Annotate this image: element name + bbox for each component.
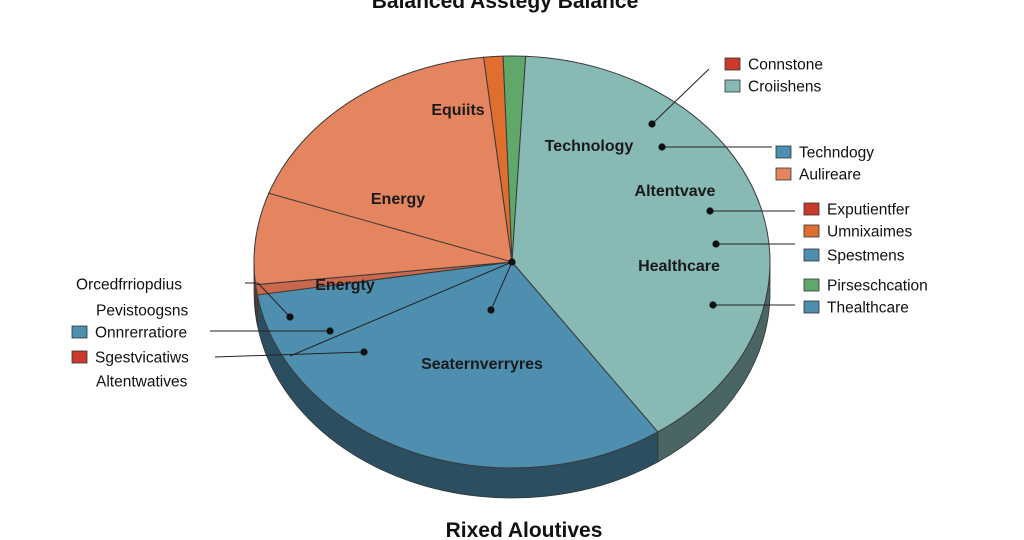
slice-labels: Equiits Technology Energy Altentvave Energty… <box>315 102 720 373</box>
slice-label-3: Altentvave <box>635 183 716 200</box>
chart-title: Balanced Asstegy Balance <box>372 0 639 13</box>
pie-slice-4 <box>253 56 513 286</box>
legend-label-right-2: Techndogy <box>799 145 874 162</box>
leader-line-5 <box>490 261 513 311</box>
legend-label-right-6: Spestmens <box>827 248 905 265</box>
leader-line-8 <box>214 351 365 358</box>
leader-line-0 <box>651 68 710 125</box>
legend-swatch-right-8 <box>803 300 820 314</box>
legend-left: Orcedfrriopdius Pevistoogsns Onnrerratiore… <box>71 277 189 391</box>
legend-label-left-2: Onnrerratiore <box>95 325 187 342</box>
slice-label-4: Energty <box>315 277 375 294</box>
legend-label-left-4: Altentwatives <box>96 374 188 391</box>
leader-dot-0 <box>648 120 656 128</box>
legend-label-right-0: Connstone <box>748 57 823 74</box>
legend-swatch-right-7 <box>803 278 820 292</box>
pie-slice-5 <box>483 55 513 263</box>
legend-label-right-4: Exputientfer <box>827 202 910 219</box>
leader-dot-6 <box>286 313 294 321</box>
leader-dot-5 <box>487 306 495 314</box>
legend-swatch-right-5 <box>803 224 820 238</box>
legend-swatch-right-2 <box>775 145 792 159</box>
leader-dot-1 <box>658 143 666 151</box>
slice-label-0: Equiits <box>431 102 484 119</box>
leader-dot-8 <box>360 348 368 356</box>
slice-label-1: Technology <box>545 138 634 155</box>
pie-slice-1 <box>511 55 771 433</box>
legend-swatch-right-6 <box>803 248 820 262</box>
legend-label-right-5: Umnixaimes <box>827 224 913 241</box>
leader-dot-7 <box>326 327 334 335</box>
slice-label-2: Energy <box>371 191 425 208</box>
leader-dot-9 <box>508 258 516 266</box>
legend-label-left-3: Sgestvicatiws <box>95 350 189 367</box>
pie-slice-2 <box>256 261 659 469</box>
legend-right: Connstone Croiishens Techndogy Aulireare Exp… <box>724 57 928 317</box>
legend-label-left-1: Pevistoogsns <box>96 303 188 320</box>
slice-divider <box>267 192 513 263</box>
pie-slices <box>253 55 771 469</box>
legend-swatch-left-2 <box>71 325 88 339</box>
slice-label-6: Seaternverryres <box>421 356 543 373</box>
legend-label-right-1: Croiishens <box>748 79 821 96</box>
legend-swatch-right-0 <box>724 57 741 71</box>
legend-label-left-0: Orcedfrriopdius <box>76 277 182 294</box>
leader-dot-3 <box>712 240 720 248</box>
slice-label-5: Healthcare <box>638 258 720 275</box>
leader-dot-4 <box>709 301 717 309</box>
legend-swatch-left-3 <box>71 350 88 364</box>
chart-subtitle: Rixed Aloutives <box>446 519 603 540</box>
legend-label-right-7: Pirseschcation <box>827 278 928 295</box>
leader-dot-2 <box>706 207 714 215</box>
leader-line-9 <box>289 261 513 357</box>
legend-label-right-8: Thealthcare <box>827 300 909 317</box>
legend-swatch-right-3 <box>775 167 792 181</box>
legend-swatch-right-1 <box>724 79 741 93</box>
leader-line-6 <box>245 282 291 318</box>
leader-lines <box>210 68 795 358</box>
legend-swatch-right-4 <box>803 202 820 216</box>
legend-label-right-3: Aulireare <box>799 167 861 184</box>
